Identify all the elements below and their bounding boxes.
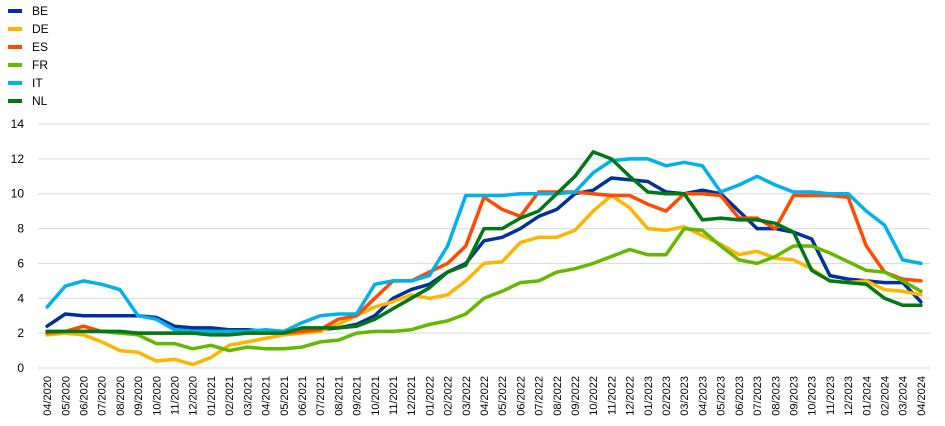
legend-label: IT — [32, 76, 43, 90]
x-tick-label: 04/2023 — [697, 376, 709, 416]
x-tick-label: 04/2020 — [42, 376, 54, 416]
x-tick-label: 10/2021 — [370, 376, 382, 416]
x-tick-label: 05/2021 — [279, 376, 291, 416]
legend-item-nl: NL — [8, 92, 49, 110]
x-tick-label: 11/2023 — [825, 376, 837, 415]
legend-swatch — [8, 9, 22, 13]
x-tick-label: 07/2020 — [97, 376, 109, 416]
x-tick-label: 04/2021 — [261, 376, 273, 416]
series-line-nl — [45, 150, 923, 337]
y-tick-label: 2 — [17, 326, 24, 340]
x-tick-label: 02/2024 — [879, 376, 891, 416]
legend-swatch — [8, 81, 22, 85]
x-tick-label: 09/2022 — [570, 376, 582, 416]
series-line-de — [45, 193, 923, 367]
x-tick-label: 06/2023 — [734, 376, 746, 416]
legend-swatch — [8, 63, 22, 67]
x-tick-label: 08/2021 — [333, 376, 345, 416]
x-tick-label: 12/2020 — [188, 376, 200, 416]
x-tick-label: 03/2022 — [461, 376, 473, 416]
x-tick-label: 08/2022 — [552, 376, 564, 416]
x-tick-label: 07/2022 — [534, 376, 546, 416]
x-tick-label: 09/2020 — [133, 376, 145, 416]
legend-label: DE — [32, 22, 49, 36]
legend-item-fr: FR — [8, 56, 49, 74]
y-tick-label: 0 — [17, 361, 24, 375]
chart-legend: BE DE ES FR IT NL — [8, 2, 49, 110]
x-tick-label: 08/2023 — [770, 376, 782, 416]
x-tick-label: 09/2023 — [788, 376, 800, 416]
x-tick-label: 11/2021 — [388, 376, 400, 415]
legend-item-be: BE — [8, 2, 49, 20]
x-tick-label: 12/2022 — [625, 376, 637, 416]
x-tick-label: 05/2022 — [497, 376, 509, 416]
x-tick-label: 06/2020 — [79, 376, 91, 416]
y-tick-label: 8 — [17, 222, 24, 236]
x-tick-label: 02/2021 — [224, 376, 236, 416]
x-tick-label: 10/2023 — [807, 376, 819, 416]
x-tick-label: 10/2020 — [151, 376, 163, 416]
x-tick-label: 11/2022 — [606, 376, 618, 415]
legend-swatch — [8, 45, 22, 49]
x-tick-label: 01/2021 — [206, 376, 218, 416]
x-tick-label: 10/2022 — [588, 376, 600, 416]
x-tick-label: 09/2021 — [352, 376, 364, 416]
x-tick-label: 03/2021 — [242, 376, 254, 416]
x-tick-label: 01/2023 — [643, 376, 655, 416]
x-tick-label: 06/2022 — [515, 376, 527, 416]
x-tick-label: 08/2020 — [115, 376, 127, 416]
legend-label: ES — [32, 40, 49, 54]
x-tick-label: 03/2023 — [679, 376, 691, 416]
x-tick-label: 12/2023 — [843, 376, 855, 416]
y-tick-label: 4 — [17, 291, 24, 305]
x-tick-label: 07/2021 — [315, 376, 327, 416]
legend-label: NL — [32, 94, 48, 108]
x-tick-label: 02/2022 — [443, 376, 455, 416]
y-tick-label: 14 — [11, 117, 25, 131]
x-tick-label: 12/2021 — [406, 376, 418, 416]
x-tick-label: 11/2020 — [170, 376, 182, 415]
legend-swatch — [8, 99, 22, 103]
series-line-it — [45, 157, 923, 334]
x-tick-label: 02/2023 — [661, 376, 673, 416]
x-tick-label: 04/2024 — [916, 376, 928, 416]
legend-label: BE — [32, 4, 49, 18]
legend-item-es: ES — [8, 38, 49, 56]
x-tick-label: 04/2022 — [479, 376, 491, 416]
x-tick-label: 01/2024 — [861, 376, 873, 416]
series-line-fr — [45, 226, 923, 353]
legend-swatch — [8, 27, 22, 31]
x-tick-label: 03/2024 — [898, 376, 910, 416]
x-tick-label: 06/2021 — [297, 376, 309, 416]
x-tick-label: 05/2020 — [60, 376, 72, 416]
legend-item-it: IT — [8, 74, 49, 92]
y-tick-label: 10 — [11, 187, 25, 201]
x-tick-label: 07/2023 — [752, 376, 764, 416]
x-tick-label: 05/2023 — [716, 376, 728, 416]
legend-item-de: DE — [8, 20, 49, 38]
y-tick-label: 12 — [11, 152, 25, 166]
y-tick-label: 6 — [17, 256, 24, 270]
legend-label: FR — [32, 58, 48, 72]
x-tick-label: 01/2022 — [424, 376, 436, 416]
